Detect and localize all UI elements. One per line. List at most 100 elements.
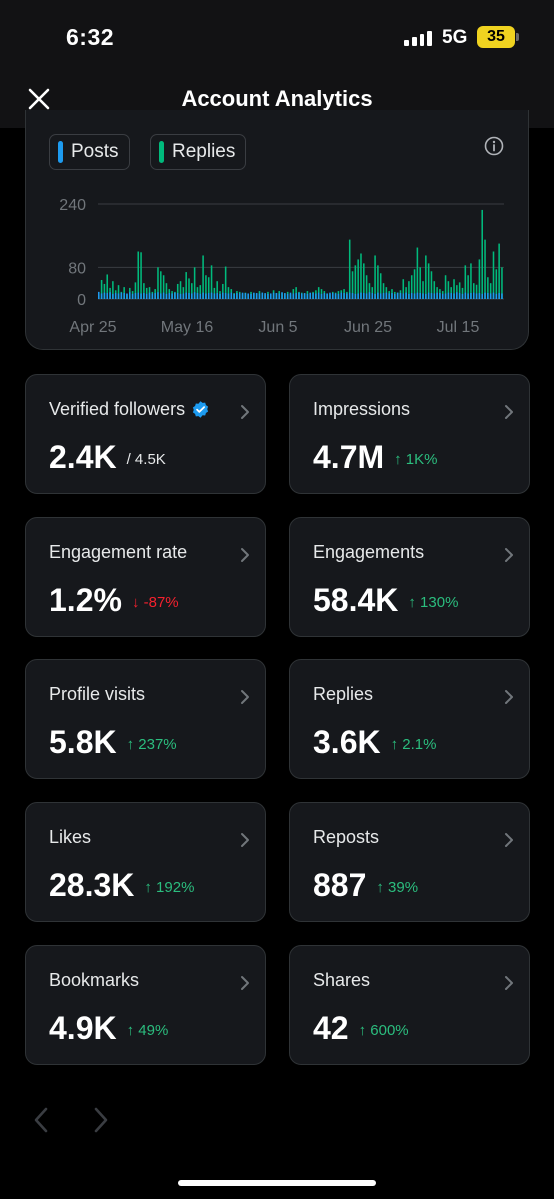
posts-bar [241, 292, 244, 299]
replies-bar [382, 283, 385, 299]
posts-bar [377, 292, 379, 299]
posts-bar [326, 293, 328, 299]
posts-bar [396, 292, 399, 299]
metric-card-reposts[interactable]: Reposts 887 ↑ 39% [289, 802, 530, 922]
x-tick-label: Jun 5 [258, 319, 297, 336]
posts-bar [238, 293, 241, 299]
metric-change: ↑ 39% [376, 879, 419, 896]
posts-bar [145, 293, 148, 299]
metric-label: Engagements [313, 542, 424, 563]
posts-bar [343, 293, 345, 299]
posts-bar [301, 293, 303, 299]
chevron-right-icon [241, 690, 249, 704]
legend-replies[interactable]: Replies [150, 134, 247, 170]
posts-bar [264, 293, 266, 299]
replies-bar [207, 277, 210, 299]
posts-bar [453, 293, 455, 299]
replies-bar [413, 269, 416, 299]
posts-bar [351, 293, 354, 299]
posts-bar [191, 293, 193, 299]
replies-bar [377, 265, 379, 299]
posts-bar [408, 293, 410, 299]
metric-change: ↑ 600% [358, 1022, 409, 1039]
replies-bar [160, 271, 162, 299]
legend-posts-label: Posts [71, 141, 119, 162]
metric-value: 28.3K ↑ 192% [49, 867, 194, 904]
close-icon[interactable] [26, 86, 52, 112]
replies-bar [374, 255, 376, 299]
battery-icon: 35 [477, 26, 519, 48]
x-tick-label: Jun 25 [344, 319, 392, 336]
replies-bar [422, 281, 424, 299]
metric-value: 42 ↑ 600% [313, 1010, 409, 1047]
metric-label-text: Likes [49, 827, 92, 847]
posts-bar [109, 292, 111, 299]
posts-bar [230, 292, 233, 299]
posts-bar [250, 293, 252, 299]
posts-bar [357, 293, 359, 299]
posts-bar [439, 293, 441, 299]
posts-bar [188, 293, 190, 299]
replies-bar [143, 283, 145, 299]
posts-bar [332, 293, 334, 299]
replies-bar [176, 283, 179, 299]
replies-swatch [159, 141, 164, 163]
metric-card-shares[interactable]: Shares 42 ↑ 600% [289, 945, 530, 1065]
metric-label-text: Verified followers [49, 399, 186, 419]
posts-bar [157, 292, 159, 299]
posts-bar [461, 293, 464, 299]
posts-bar [210, 292, 213, 299]
posts-bar [323, 293, 326, 299]
chevron-right-icon [505, 833, 513, 847]
replies-bar [210, 265, 213, 299]
replies-bar [140, 252, 142, 299]
replies-bar [202, 255, 204, 299]
posts-bar [430, 293, 433, 299]
metric-card-replies[interactable]: Replies 3.6K ↑ 2.1% [289, 659, 530, 779]
metric-card-impressions[interactable]: Impressions 4.7M ↑ 1K% [289, 374, 530, 494]
chevron-left-icon[interactable] [32, 1106, 50, 1134]
posts-bar [427, 292, 430, 299]
legend-posts[interactable]: Posts [49, 134, 130, 170]
metric-value-text: 887 [313, 867, 367, 903]
replies-bar [495, 269, 498, 299]
metric-value-text: 2.4K [49, 439, 117, 475]
metric-card-verified-followers[interactable]: Verified followers 2.4K / 4.5K [25, 374, 266, 494]
x-tick-label: Jul 15 [437, 319, 480, 336]
posts-bar [272, 292, 275, 299]
metric-card-likes[interactable]: Likes 28.3K ↑ 192% [25, 802, 266, 922]
posts-bar [126, 293, 128, 299]
posts-bar [399, 293, 402, 299]
posts-bar [495, 293, 498, 299]
posts-bar [281, 292, 283, 299]
metric-change: ↑ 130% [408, 594, 459, 611]
metric-card-bookmarks[interactable]: Bookmarks 4.9K ↑ 49% [25, 945, 266, 1065]
metric-card-profile-visits[interactable]: Profile visits 5.8K ↑ 237% [25, 659, 266, 779]
posts-bar [275, 293, 278, 299]
chevron-right-icon [505, 548, 513, 562]
replies-bar [363, 263, 365, 300]
chevron-right-icon[interactable] [92, 1106, 110, 1134]
posts-bar [207, 293, 210, 299]
chevron-right-icon [505, 405, 513, 419]
metric-card-engagements[interactable]: Engagements 58.4K ↑ 130% [289, 517, 530, 637]
posts-bar [303, 293, 306, 299]
replies-bar [416, 247, 419, 299]
posts-bar [444, 293, 447, 299]
posts-bar [320, 293, 323, 299]
posts-bar [475, 293, 478, 299]
posts-bar [129, 292, 131, 299]
posts-swatch [58, 141, 63, 163]
replies-bar [447, 281, 450, 299]
info-icon[interactable] [484, 136, 504, 156]
metric-value-text: 4.9K [49, 1010, 117, 1046]
metric-value: 5.8K ↑ 237% [49, 724, 177, 761]
replies-bar [165, 283, 168, 299]
metric-card-engagement-rate[interactable]: Engagement rate 1.2% ↓ -87% [25, 517, 266, 637]
posts-bar [348, 292, 351, 299]
replies-bar [461, 287, 464, 299]
posts-bar [329, 292, 331, 299]
metric-label: Profile visits [49, 684, 145, 705]
replies-bar [188, 278, 190, 299]
replies-bar [193, 267, 196, 299]
